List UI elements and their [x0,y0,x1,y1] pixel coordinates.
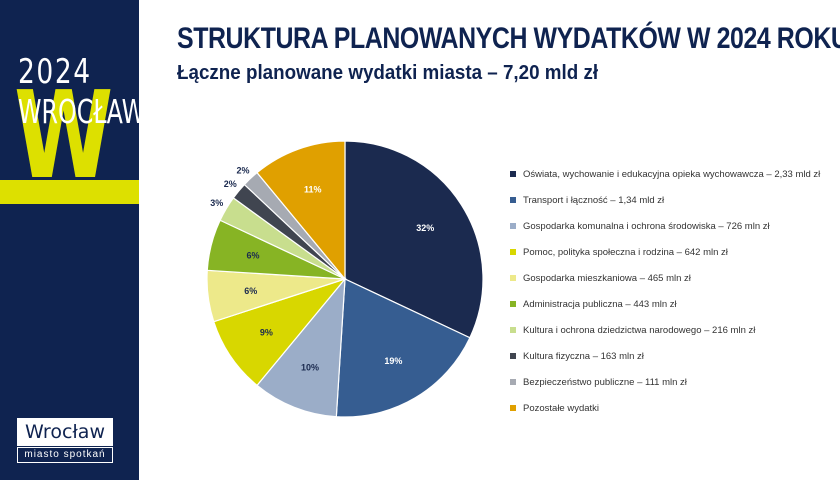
legend-label: Bezpieczeństwo publiczne – 111 mln zł [523,376,687,388]
legend-item-0: Oświata, wychowanie i edukacyjna opieka … [510,161,830,187]
legend-label: Gospodarka mieszkaniowa – 465 mln zł [523,272,691,284]
legend-swatch [510,197,516,203]
legend-swatch [510,405,516,411]
legend-swatch [510,327,516,333]
logo-tagline: miasto spotkań [17,447,113,463]
page-title: STRUKTURA PLANOWANYCH WYDATKÓW W 2024 RO… [177,22,840,55]
legend-swatch [510,171,516,177]
slice-label-2: 10% [301,362,319,372]
sidebar-city: WROCŁAW [18,92,139,131]
legend-label: Administracja publiczna – 443 mln zł [523,298,677,310]
legend-item-9: Pozostałe wydatki [510,395,830,421]
legend-swatch [510,353,516,359]
logo-name: Wrocław [17,418,113,446]
legend-item-5: Administracja publiczna – 443 mln zł [510,291,830,317]
legend-item-4: Gospodarka mieszkaniowa – 465 mln zł [510,265,830,291]
slice-label-1: 19% [384,356,402,366]
slice-label-6: 3% [210,198,223,208]
sidebar-big-letter: W [14,67,114,206]
legend-swatch [510,301,516,307]
slice-label-3: 9% [260,327,273,337]
page-subtitle: Łączne planowane wydatki miasta – 7,20 m… [177,62,599,84]
legend-swatch [510,379,516,385]
legend-label: Transport i łączność – 1,34 mld zł [523,194,665,206]
legend-label: Pozostałe wydatki [523,402,600,414]
sidebar-year: 2024 [18,52,92,92]
pie-chart: 32%19%10%9%6%6%3%2%2%11% [206,140,484,418]
legend-item-8: Bezpieczeństwo publiczne – 111 mln zł [510,369,830,395]
slice-label-8: 2% [236,165,249,175]
legend-item-6: Kultura i ochrona dziedzictwa narodowego… [510,317,830,343]
slice-label-0: 32% [416,223,434,233]
pie-slice-1 [335,278,471,418]
pie-slice-2 [256,277,346,418]
legend-item-3: Pomoc, polityka społeczna i rodzina – 64… [510,239,830,265]
pie-slice-0 [344,140,484,339]
legend-label: Kultura i ochrona dziedzictwa narodowego… [523,324,756,336]
legend-item-2: Gospodarka komunalna i ochrona środowisk… [510,213,830,239]
slice-label-5: 6% [246,250,259,260]
legend-item-1: Transport i łączność – 1,34 mld zł [510,187,830,213]
legend-swatch [510,249,516,255]
pie-slice-9 [256,140,346,281]
slice-label-4: 6% [244,286,257,296]
legend-item-7: Kultura fizyczna – 163 mln zł [510,343,830,369]
slice-label-7: 2% [224,179,237,189]
legend-label: Oświata, wychowanie i edukacyjna opieka … [523,168,821,180]
wroclaw-logo: Wrocław miasto spotkań [17,418,113,464]
legend-swatch [510,275,516,281]
legend-label: Pomoc, polityka społeczna i rodzina – 64… [523,246,728,258]
chart-legend: Oświata, wychowanie i edukacyjna opieka … [510,161,830,421]
sidebar-yellow-band [0,180,139,204]
legend-swatch [510,223,516,229]
legend-label: Gospodarka komunalna i ochrona środowisk… [523,220,770,232]
slice-label-9: 11% [304,185,322,195]
sidebar-branding: W 2024 WROCŁAW Wrocław miasto spotkań [0,0,139,480]
legend-label: Kultura fizyczna – 163 mln zł [523,350,644,362]
